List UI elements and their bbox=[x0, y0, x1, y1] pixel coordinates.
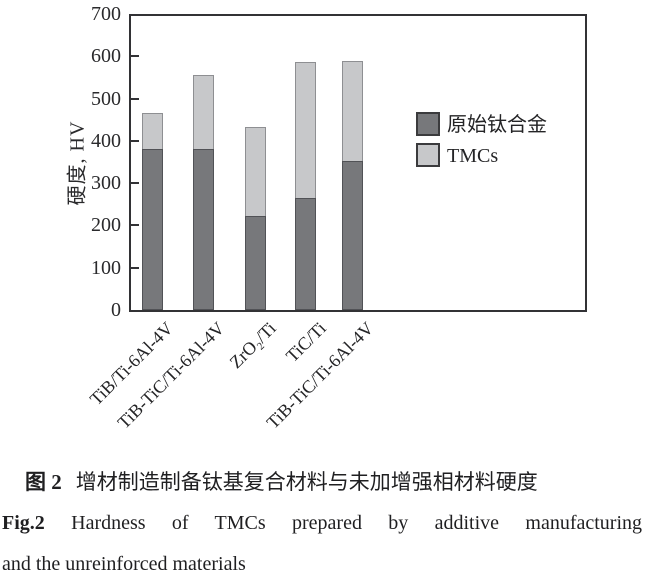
y-tick-label: 500 bbox=[91, 87, 121, 110]
caption-chinese-label: 图 2 bbox=[25, 470, 62, 494]
bar-segment-matrix bbox=[295, 198, 316, 310]
caption-chinese: 图 2 增材制造制备钛基复合材料与未加增强相材料硬度 bbox=[0, 462, 645, 503]
bar-segment-matrix bbox=[342, 161, 363, 310]
y-tick bbox=[131, 97, 139, 100]
caption-chinese-text: 增材制造制备钛基复合材料与未加增强相材料硬度 bbox=[75, 470, 538, 494]
legend-label-tmcs: TMCs bbox=[447, 145, 499, 167]
bar-segment-tmcs bbox=[142, 113, 163, 150]
y-tick bbox=[131, 266, 139, 269]
y-tick-label: 300 bbox=[91, 172, 121, 195]
y-tick-label: 200 bbox=[91, 214, 121, 237]
legend-swatch-tmcs bbox=[416, 143, 440, 167]
caption-english-line2: and the unreinforced materials bbox=[2, 553, 246, 575]
y-tick-label: 600 bbox=[91, 45, 121, 68]
legend-swatch-matrix bbox=[416, 112, 440, 136]
y-tick bbox=[131, 224, 139, 227]
bar-segment-matrix bbox=[193, 149, 214, 310]
y-tick bbox=[131, 55, 139, 58]
caption-english-text: Hardness of TMCs prepared by additive ma… bbox=[71, 512, 643, 534]
bar-segment-matrix bbox=[142, 149, 163, 310]
y-tick-label: 700 bbox=[91, 3, 121, 25]
caption: 图 2 增材制造制备钛基复合材料与未加增强相材料硬度 Fig.2 Hardness… bbox=[0, 462, 645, 580]
y-tick bbox=[131, 182, 139, 185]
caption-english-line1: Fig.2 Hardness of TMCs prepared by addit… bbox=[2, 503, 642, 544]
x-axis-label: ZrO₂/Ti bbox=[225, 318, 281, 373]
y-tick-label: 0 bbox=[111, 299, 121, 321]
caption-english-label: Fig.2 bbox=[2, 512, 45, 534]
y-tick-label: 400 bbox=[91, 129, 121, 152]
bar-segment-matrix bbox=[245, 216, 266, 310]
y-tick bbox=[131, 139, 139, 142]
bar-segment-tmcs bbox=[295, 62, 316, 199]
y-tick-label: 100 bbox=[91, 256, 121, 279]
bar-segment-tmcs bbox=[342, 61, 363, 162]
legend-label-matrix: 原始钛合金 bbox=[447, 114, 547, 136]
bar-segment-tmcs bbox=[193, 75, 214, 150]
bar-segment-tmcs bbox=[245, 127, 266, 217]
